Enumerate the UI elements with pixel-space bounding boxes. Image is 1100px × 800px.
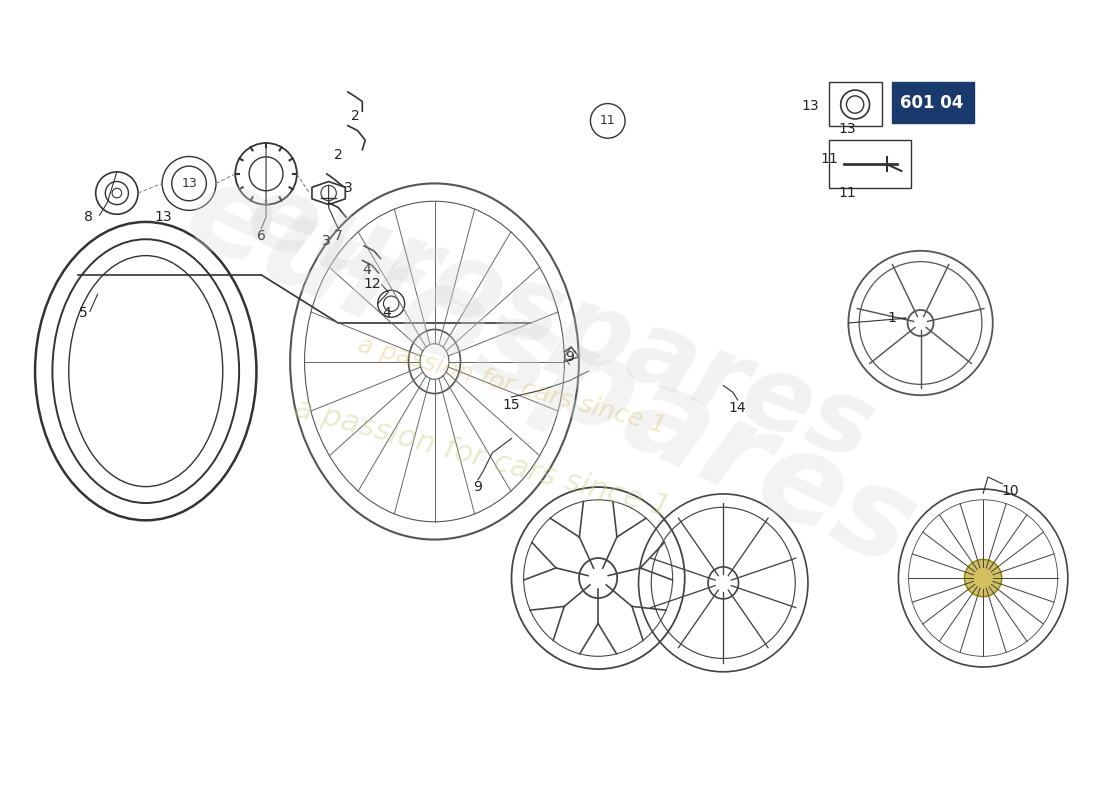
Text: 6: 6 (256, 230, 266, 243)
Text: 3: 3 (322, 234, 331, 248)
Bar (829, 82, 882, 126)
Text: 13: 13 (801, 99, 818, 114)
Text: 11: 11 (821, 152, 838, 166)
Text: 8: 8 (84, 210, 92, 224)
Text: 13: 13 (154, 210, 172, 224)
Bar (829, 140, 911, 188)
Text: 2: 2 (351, 109, 360, 123)
Text: 7: 7 (334, 230, 342, 243)
Text: 13: 13 (182, 177, 197, 190)
Text: 3: 3 (343, 182, 352, 195)
Text: 10: 10 (1001, 485, 1019, 498)
Text: 12: 12 (363, 278, 381, 291)
Text: 5: 5 (79, 306, 88, 320)
Text: 11: 11 (600, 114, 616, 127)
Text: eurospares: eurospares (166, 150, 934, 593)
Text: a passion for cars since 1: a passion for cars since 1 (354, 333, 669, 438)
Ellipse shape (965, 559, 1002, 597)
Text: 11: 11 (838, 186, 857, 200)
Text: 4: 4 (363, 263, 372, 277)
Text: 2: 2 (334, 147, 342, 162)
Text: 14: 14 (729, 401, 747, 414)
Text: 4: 4 (382, 306, 390, 320)
Text: 9: 9 (473, 480, 482, 494)
Bar (892, 82, 974, 122)
Text: 601 04: 601 04 (901, 94, 964, 111)
Text: 15: 15 (503, 398, 520, 412)
Text: eurospares: eurospares (233, 163, 887, 483)
Text: 13: 13 (838, 122, 857, 135)
Text: 9: 9 (564, 350, 574, 364)
Text: a passion for cars since 1: a passion for cars since 1 (292, 394, 674, 522)
Text: 1: 1 (888, 311, 896, 325)
